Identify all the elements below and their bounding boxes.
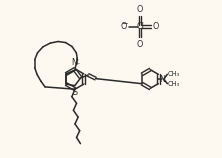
- Text: Cl: Cl: [136, 22, 144, 31]
- Text: O: O: [121, 22, 127, 31]
- Text: O: O: [153, 22, 159, 31]
- Text: CH₃: CH₃: [168, 71, 180, 77]
- Text: S: S: [72, 88, 77, 97]
- Text: −: −: [121, 19, 127, 28]
- Text: O: O: [137, 40, 143, 49]
- Text: CH₃: CH₃: [168, 81, 180, 87]
- Text: N: N: [160, 75, 166, 83]
- Text: N: N: [71, 58, 77, 67]
- Text: O: O: [137, 5, 143, 14]
- Text: +: +: [74, 61, 79, 66]
